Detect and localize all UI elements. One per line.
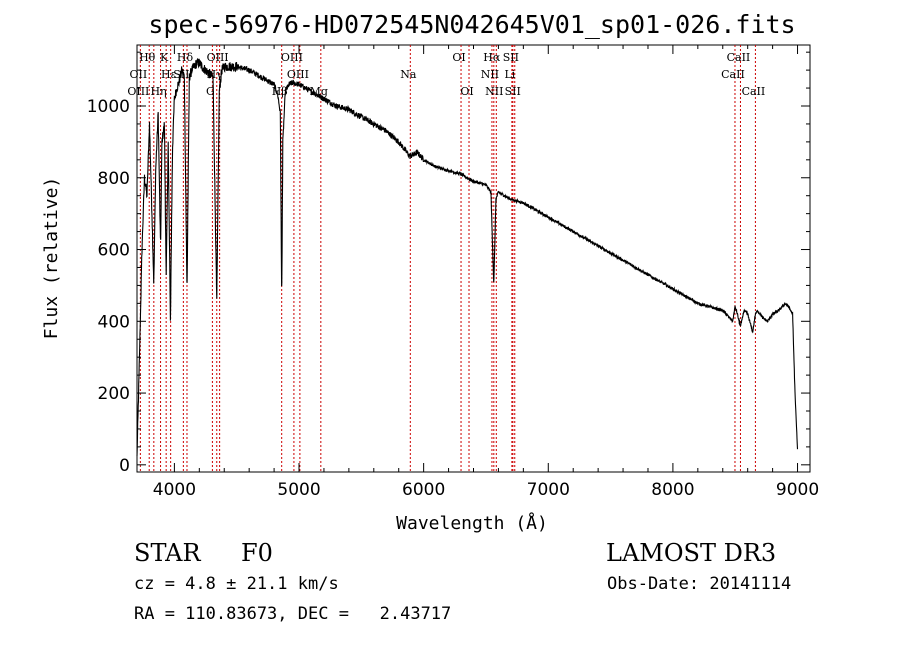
spectral-subclass: F0 [241,539,273,567]
line-label-8: CaII [727,51,751,64]
line-label-3: OIII [207,51,229,64]
y-tick-label-1: 200 [98,384,130,404]
line-label-4: OIII [281,51,303,64]
line-label-26: CaII [742,85,766,98]
line-label-6: Hα [483,51,501,64]
line-label-20: G [206,85,215,98]
y-tick-label-2: 400 [98,312,130,332]
line-label-23: OI [460,85,473,98]
x-axis-ticks: 4000 5000 6000 7000 8000 9000 [153,45,819,500]
line-label-1: K [160,51,169,64]
line-label-19: Hη [150,85,166,98]
line-label-16: Li [504,68,515,81]
y-axis-ticks: 0 200 400 600 800 1000 [87,51,810,476]
line-label-17: CaII [721,68,745,81]
y-tick-label-4: 800 [98,169,130,189]
y-tick-label-5: 1000 [87,97,130,117]
line-label-7: SII [503,51,519,64]
survey-name: LAMOST DR3 [606,539,777,567]
x-axis-label: Wavelength (Å) [396,512,548,534]
x-tick-label-3: 7000 [527,480,570,500]
y-tick-label-0: 0 [119,456,130,476]
line-label-5: OI [452,51,465,64]
line-label-14: Na [400,68,417,81]
y-axis-label: Flux (relative) [41,177,62,340]
line-label-13: OIII [287,68,309,81]
x-tick-label-2: 6000 [402,480,445,500]
line-label-18: OIII [127,85,149,98]
observation-date: Obs-Date: 20141114 [607,574,792,594]
line-label-2: Hδ [177,51,194,64]
y-tick-label-3: 600 [98,241,130,261]
object-type: STAR [134,539,201,567]
x-tick-label-5: 9000 [776,480,819,500]
line-label-24: NII [485,85,503,98]
line-label-10: Hε [161,68,177,81]
line-label-25: SII [505,85,521,98]
redshift-readout: cz = 4.8 ± 21.1 km/s [134,574,339,594]
line-label-0: Hθ [139,51,156,64]
spectral-line-markers [139,45,756,472]
coordinates-readout: RA = 110.83673, DEC = 2.43717 [134,604,452,624]
line-label-15: NII [481,68,499,81]
x-tick-label-0: 4000 [153,480,196,500]
flux-series-line [136,58,799,457]
line-label-9: OII [130,68,148,81]
plot-frame [136,44,811,473]
x-tick-label-1: 5000 [277,480,320,500]
chart-title: spec-56976-HD072545N042645V01_sp01-026.f… [148,10,795,39]
x-tick-label-4: 8000 [651,480,694,500]
